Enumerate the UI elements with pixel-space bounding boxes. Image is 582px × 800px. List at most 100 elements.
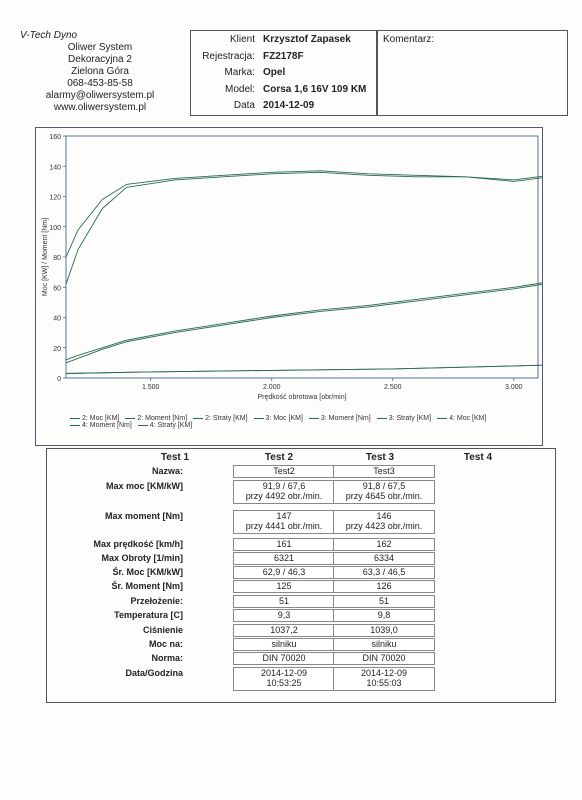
results-cell-test-2: silniku [233,638,335,651]
info-row-make: Marka: Opel [191,67,377,83]
results-cell-line: przy 4423 obr./min. [345,521,423,531]
results-cell-line: 62,9 / 46,3 [262,567,306,577]
results-cell-line: 162 [376,539,392,549]
legend-entry: 4: Moment [Nm] [70,422,132,429]
results-cell-test-3: 146 przy 4423 obr./min. [333,510,435,534]
results-row-label: Temperatura [C] [114,610,183,620]
results-row-label: Max Obroty [1/min] [101,553,183,563]
results-cell-test-3: 63,3 / 46,5 [333,566,435,579]
results-cell-test-3: 162 [333,538,435,551]
results-cell-test-2: 1037,2 [233,624,335,637]
legend-label: 4: Moment [Nm] [82,422,132,429]
results-row-label: Max moment [Nm] [104,511,183,521]
info-row-date: Data 2014-12-09 [191,100,377,116]
legend-entry: 4: Straty [KM] [137,422,192,429]
results-cell-line: przy 4492 obr./min. [245,491,323,501]
company-line-website: www.oliwersystem.pl [53,102,147,113]
results-cell-test-2: Test2 [233,465,335,478]
results-row-label: Ciśnienie [142,625,183,635]
series-line-3 [65,364,542,374]
x-tick-label: 2.000 [263,384,281,391]
legend-label: 3: Straty [KM] [388,415,432,422]
results-cell-line: 1037,2 [270,625,298,635]
legend-swatch [70,424,80,426]
results-cell-test-3: 126 [333,580,435,593]
results-cell-line: 51 [378,596,389,606]
series-line-1 [65,283,542,364]
results-cell-test-3: DIN 70020 [333,652,435,665]
results-cell-test-2: 161 [233,538,335,551]
info-label: Model: [224,84,255,95]
y-tick-label: 20 [53,346,61,353]
vehicle-info-box: Klient Krzysztof Zapasek Rejestracja: FZ… [190,30,378,116]
results-cell-line: 125 [276,581,292,591]
results-cell-line: 126 [376,581,392,591]
plot-frame [65,135,539,379]
results-cell-test-3: 51 [333,595,435,608]
x-tick-label: 2.500 [384,384,402,391]
info-value: Corsa 1,6 16V 109 KM [263,84,367,95]
results-cell-line: 147 [276,511,292,521]
legend-swatch [70,417,80,419]
legend-entry: 3: Straty [KM] [376,415,432,422]
info-label: Rejestracja: [202,51,255,62]
legend-label: 2: Moc [KM] [82,415,120,422]
results-cell-line: Test3 [373,466,395,476]
y-tick-label: 0 [57,376,61,383]
results-row-label: Przełożenie: [130,596,183,606]
results-header-test-1: Test 1 [160,452,190,463]
legend-label: 3: Moc [KM] [265,415,303,422]
legend-label: 2: Moment [Nm] [137,415,188,422]
results-cell-line: 51 [278,596,289,606]
info-value: Krzysztof Zapasek [263,34,351,45]
x-tick-label: 3.000 [505,384,523,391]
legend-swatch [308,417,319,419]
legend-swatch [193,417,204,419]
results-cell-line: przy 4645 obr./min. [345,491,423,501]
results-cell-test-3: 9,8 [333,609,435,622]
results-row-label: Śr. Moc [KM/kW] [112,567,183,577]
brand-name: V-Tech Dyno [20,30,78,41]
series-line-4 [65,282,542,361]
results-cell-line: 9,3 [277,610,291,620]
legend-entry: 3: Moment [Nm] [308,415,371,422]
y-axis-label: Moc [KW] / Moment [Nm] [42,218,49,296]
results-row-label: Śr. Moment [Nm] [111,581,183,591]
y-tick-label: 160 [49,134,61,141]
results-row-label: Max prędkość [km/h] [93,539,183,549]
results-cell-line: 2014-12-09 [260,668,308,678]
legend-label: 4: Moc [KM] [449,415,487,422]
results-cell-line: 2014-12-09 [360,668,408,678]
results-cell-line: 6321 [273,553,295,563]
legend-entry: 4: Moc [KM] [437,415,486,422]
results-cell-test-3: 1039,0 [333,624,435,637]
results-header-test-2: Test 2 [264,452,294,463]
results-cell-line: DIN 70020 [362,653,406,663]
y-tick-label: 40 [53,316,61,323]
comments-box: Komentarz: [376,30,568,116]
info-row-model: Model: Corsa 1,6 16V 109 KM [191,84,377,100]
results-cell-line: silniku [271,639,297,649]
series-line-6 [65,364,542,374]
company-block: V-Tech Dyno Oliwer System Dekoracyjna 2 … [20,30,180,114]
results-cell-line: przy 4441 obr./min. [245,521,323,531]
legend-entry: 2: Moment [Nm] [125,415,187,422]
results-row-label: Moc na: [148,639,183,649]
results-row-label: Max moc [KM/kW] [105,481,183,491]
results-cell-line: 91,9 / 67,6 [262,481,306,491]
results-row-label: Data/Godzina [125,668,183,678]
results-cell-line: 91,8 / 67,5 [362,481,406,491]
results-header-test-3: Test 3 [365,452,395,463]
results-table: Test 1 Test 2 Test 3 Test 4 Nazwa: Test2 Test3… [46,448,556,703]
results-cell-line: 9,8 [377,610,391,620]
results-row-label: Norma: [151,653,183,663]
legend-swatch [125,417,136,419]
series-line-2 [65,171,542,285]
results-row-label: Nazwa: [151,466,183,476]
y-tick-label: 120 [49,195,61,202]
info-row-registration: Rejestracja: FZ2178F [191,51,377,67]
results-cell-test-2: 2014-12-09 10:53:25 [233,667,335,691]
legend-entry: 3: Moc [KM] [253,415,303,422]
legend-label: 2: Straty [KM] [205,415,248,422]
